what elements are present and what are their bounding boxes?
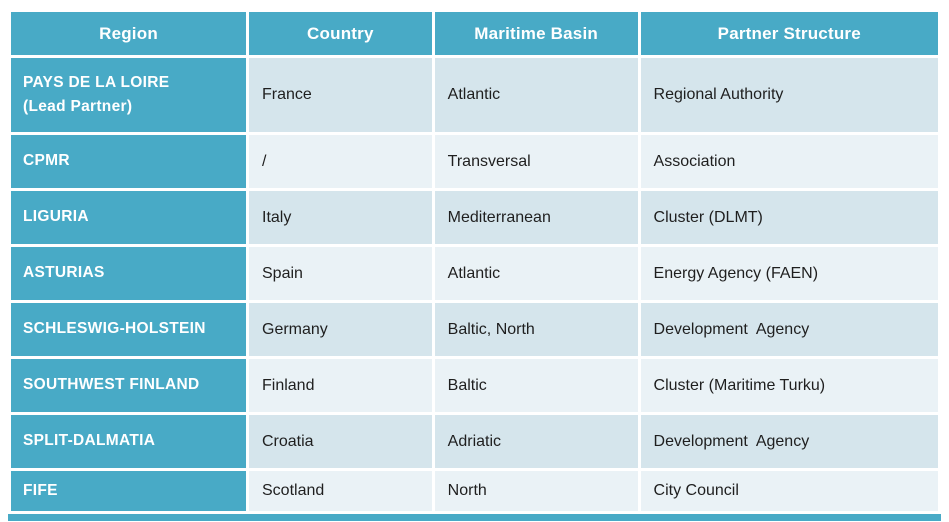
column-header-partner-structure: Partner Structure [640, 12, 938, 55]
basin-cell: Baltic, North [434, 303, 638, 356]
basin-cell: Mediterranean [434, 191, 638, 244]
country-cell: Spain [249, 247, 432, 300]
partner-cell: Association [640, 135, 938, 188]
table-row: SOUTHWEST FINLAND Finland Baltic Cluster… [11, 359, 938, 412]
region-cell: CPMR [11, 135, 246, 188]
column-header-maritime-basin: Maritime Basin [434, 12, 638, 55]
partner-cell: City Council [640, 471, 938, 511]
partners-table-container: Region Country Maritime Basin Partner St… [8, 9, 941, 521]
table-row: PAYS DE LA LOIRE (Lead Partner) France A… [11, 58, 938, 132]
basin-cell: Atlantic [434, 58, 638, 132]
region-cell: SOUTHWEST FINLAND [11, 359, 246, 412]
partner-cell: Energy Agency (FAEN) [640, 247, 938, 300]
region-note: (Lead Partner) [23, 98, 133, 115]
country-cell: Germany [249, 303, 432, 356]
country-cell: Finland [249, 359, 432, 412]
country-cell: Italy [249, 191, 432, 244]
table-bottom-accent-bar [8, 514, 941, 521]
region-cell: FIFE [11, 471, 246, 511]
partner-cell: Development Agency [640, 303, 938, 356]
partner-cell: Development Agency [640, 415, 938, 468]
region-cell: SPLIT-DALMATIA [11, 415, 246, 468]
table-row: CPMR / Transversal Association [11, 135, 938, 188]
region-name: PAYS DE LA LOIRE [23, 73, 170, 91]
country-cell: Croatia [249, 415, 432, 468]
basin-cell: North [434, 471, 638, 511]
table-row: ASTURIAS Spain Atlantic Energy Agency (F… [11, 247, 938, 300]
basin-cell: Transversal [434, 135, 638, 188]
country-cell: / [249, 135, 432, 188]
partner-cell: Regional Authority [640, 58, 938, 132]
column-header-country: Country [249, 12, 432, 55]
basin-cell: Baltic [434, 359, 638, 412]
table-row: SCHLESWIG-HOLSTEIN Germany Baltic, North… [11, 303, 938, 356]
partners-table: Region Country Maritime Basin Partner St… [8, 9, 941, 514]
table-row: SPLIT-DALMATIA Croatia Adriatic Developm… [11, 415, 938, 468]
region-cell: SCHLESWIG-HOLSTEIN [11, 303, 246, 356]
table-row: LIGURIA Italy Mediterranean Cluster (DLM… [11, 191, 938, 244]
region-cell: PAYS DE LA LOIRE (Lead Partner) [11, 58, 246, 132]
country-cell: France [249, 58, 432, 132]
basin-cell: Atlantic [434, 247, 638, 300]
header-row: Region Country Maritime Basin Partner St… [11, 12, 938, 55]
basin-cell: Adriatic [434, 415, 638, 468]
country-cell: Scotland [249, 471, 432, 511]
partner-cell: Cluster (DLMT) [640, 191, 938, 244]
table-row: FIFE Scotland North City Council [11, 471, 938, 511]
region-cell: ASTURIAS [11, 247, 246, 300]
region-cell: LIGURIA [11, 191, 246, 244]
partner-cell: Cluster (Maritime Turku) [640, 359, 938, 412]
column-header-region: Region [11, 12, 246, 55]
